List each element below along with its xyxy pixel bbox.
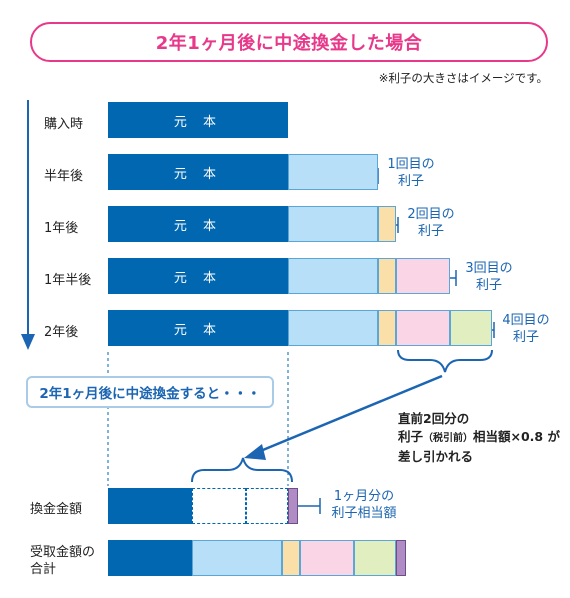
interest-1-segment <box>288 310 378 346</box>
callout-interest-4: 4回目の 利子 <box>502 313 550 345</box>
deducted-interest-placeholder <box>246 488 288 524</box>
principal-bar: 元 本 <box>108 102 288 138</box>
row-label-one-half-year: 1年半後 <box>44 273 92 288</box>
callout-interest-2: 2回目の 利子 <box>407 207 455 239</box>
row-label-total-received: 受取金額の 合計 <box>30 545 96 577</box>
page-title: 2年1ヶ月後に中途換金した場合 <box>30 22 548 62</box>
interest-4-segment <box>450 310 492 346</box>
one-month-interest-segment <box>288 488 298 524</box>
row-label-purchase: 購入時 <box>44 117 84 132</box>
interest-3-segment <box>396 258 450 294</box>
principal-bar: 元 本 <box>108 206 288 242</box>
exchange-principal-segment <box>108 488 192 524</box>
timeline-arrow-icon <box>21 334 35 350</box>
interest-1-segment <box>288 206 378 242</box>
principal-bar: 元 本 <box>108 258 288 294</box>
principal-bar: 元 本 <box>108 154 288 190</box>
total-principal-segment <box>108 540 192 576</box>
interest-1-segment <box>288 258 378 294</box>
principal-bar: 元 本 <box>108 310 288 346</box>
row-label-exchange-amount: 換金金額 <box>30 502 83 517</box>
callout-interest-1: 1回目の 利子 <box>387 157 435 189</box>
total-interest-3-segment <box>300 540 354 576</box>
total-interest-1-segment <box>192 540 282 576</box>
total-one-month-segment <box>396 540 406 576</box>
interest-2-segment <box>378 310 396 346</box>
row-label-one-year: 1年後 <box>44 221 79 236</box>
deduction-explanation: 直前2回分の 利子（税引前）相当額×0.8 が 差し引かれる <box>398 411 560 464</box>
deducted-interest-placeholder <box>192 488 246 524</box>
interest-2-segment <box>378 258 396 294</box>
row-label-two-years: 2年後 <box>44 325 79 340</box>
callout-one-month-interest: 1ヶ月分の 利子相当額 <box>331 489 397 521</box>
row-label-half-year: 半年後 <box>44 169 84 184</box>
total-interest-4-segment <box>354 540 396 576</box>
interest-3-segment <box>396 310 450 346</box>
midterm-redemption-message: 2年1ヶ月後に中途換金すると・・・ <box>26 376 274 408</box>
interest-2-segment <box>378 206 396 242</box>
interest-1-segment <box>288 154 378 190</box>
image-note: ※利子の大きさはイメージです。 <box>378 71 548 85</box>
callout-interest-3: 3回目の 利子 <box>465 261 513 293</box>
total-interest-2-segment <box>282 540 300 576</box>
